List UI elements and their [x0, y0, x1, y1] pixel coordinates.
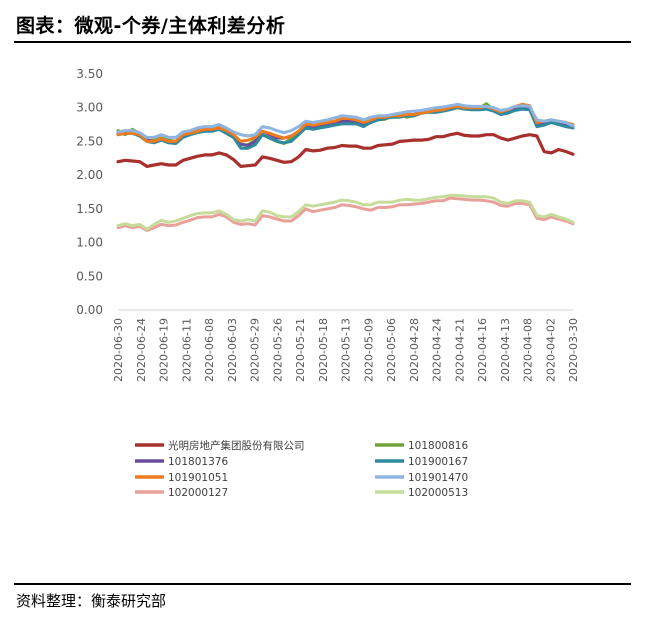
y-tick-label: 1.00 — [76, 236, 103, 250]
x-tick-label: 2020-06-19 — [158, 318, 171, 382]
x-tick-label: 2020-04-02 — [544, 318, 557, 382]
x-tick-label: 2020-05-09 — [362, 318, 375, 382]
x-tick-label: 2020-06-08 — [203, 318, 216, 382]
source-note: 资料整理：衡泰研究部 — [16, 592, 167, 610]
x-tick-label: 2020-03-30 — [567, 318, 580, 382]
page-title: 图表：微观-个券/主体利差分析 — [16, 15, 286, 37]
legend-label: 101800816 — [408, 440, 468, 452]
y-tick-label: 2.00 — [76, 168, 103, 182]
y-tick-label: 3.00 — [76, 101, 103, 115]
source-rule — [14, 583, 631, 585]
x-tick-label: 2020-05-13 — [340, 318, 353, 382]
x-tick-label: 2020-04-21 — [453, 318, 466, 382]
y-tick-label: 0.00 — [76, 303, 103, 317]
legend-label: 光明房地产集团股份有限公司 — [168, 439, 305, 452]
series-line — [116, 193, 575, 231]
x-tick-label: 2020-05-26 — [271, 318, 284, 382]
x-tick-label: 2020-06-11 — [180, 318, 193, 382]
title-rule — [14, 41, 631, 43]
legend-label: 101900167 — [408, 456, 468, 468]
legend-label: 102000127 — [168, 487, 228, 499]
legend: 光明房地产集团股份有限公司 101800816 101801376 101900167… — [135, 439, 468, 499]
x-tick-label: 2020-06-03 — [226, 318, 239, 382]
x-tick-label: 2020-05-29 — [249, 318, 262, 382]
x-tick-label: 2020-04-24 — [431, 318, 444, 382]
series-lines — [116, 102, 575, 232]
x-tick-label: 2020-05-06 — [385, 318, 398, 382]
x-tick-label: 2020-06-24 — [135, 318, 148, 382]
x-tick-label: 2020-04-16 — [476, 318, 489, 382]
legend-label: 101901051 — [168, 472, 228, 484]
legend-label: 101901470 — [408, 472, 468, 484]
series-line — [116, 106, 575, 150]
y-axis: 0.00 0.50 1.00 1.50 2.00 2.50 3.00 3.50 — [76, 67, 103, 317]
x-tick-label: 2020-04-28 — [408, 318, 421, 382]
x-tick-label: 2020-04-13 — [499, 318, 512, 382]
y-tick-label: 0.50 — [76, 269, 103, 283]
x-tick-label: 2020-04-08 — [522, 318, 535, 382]
legend-label: 102000513 — [408, 487, 468, 499]
series-line — [116, 196, 575, 232]
x-axis: 2020-06-30 2020-06-24 2020-06-19 2020-06-11… — [112, 309, 580, 382]
x-tick-label: 2020-05-21 — [294, 318, 307, 382]
y-tick-label: 1.50 — [76, 202, 103, 216]
series-line — [116, 131, 575, 168]
x-tick-label: 2020-06-30 — [112, 318, 125, 382]
y-tick-label: 3.50 — [76, 67, 103, 81]
legend-label: 101801376 — [168, 456, 228, 468]
y-tick-label: 2.50 — [76, 134, 103, 148]
x-tick-label: 2020-05-18 — [317, 318, 330, 382]
spread-line-chart: 0.00 0.50 1.00 1.50 2.00 2.50 3.00 3.50 2020-06… — [76, 67, 580, 499]
series-line — [116, 102, 575, 139]
